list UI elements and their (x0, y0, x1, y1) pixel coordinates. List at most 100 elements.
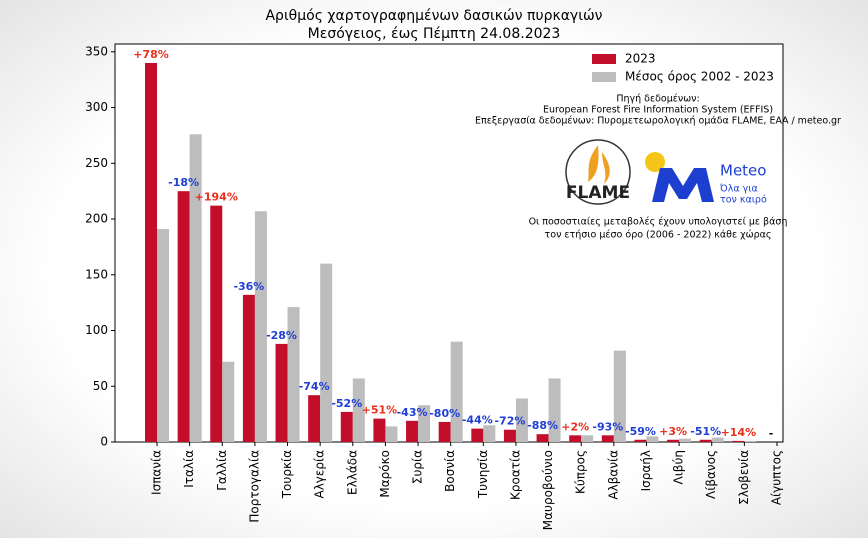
change-label: +78% (133, 48, 169, 61)
change-label: -74% (299, 380, 330, 393)
x-tick-label: Ισπανία (150, 450, 164, 495)
bar (613, 350, 626, 442)
y-tick-label: 0 (100, 435, 108, 449)
bar (210, 205, 223, 442)
logo-m (652, 168, 714, 202)
bar (177, 191, 190, 442)
change-label: +14% (721, 426, 757, 439)
bar (515, 398, 528, 442)
x-tick-label: Μαρόκο (378, 450, 392, 498)
bar (242, 294, 255, 442)
meteo-logo: Meteo Όλα για τον καιρό (645, 152, 767, 206)
bar (340, 411, 353, 442)
x-tick-label: Κροατία (508, 450, 522, 500)
change-label: -52% (331, 397, 362, 410)
change-label: +51% (362, 404, 398, 417)
x-tick-label: Γαλλία (215, 450, 229, 491)
logo-tagline: τον καιρό (720, 195, 767, 206)
bar (438, 421, 451, 442)
bar (275, 343, 288, 442)
bar (536, 434, 549, 442)
bar (254, 211, 267, 442)
change-label: +194% (195, 191, 238, 204)
logo-text: Meteo (720, 162, 766, 180)
bar (471, 428, 484, 442)
change-label: +3% (659, 425, 687, 438)
bar (711, 437, 724, 442)
change-label: -28% (266, 329, 297, 342)
bar (679, 438, 692, 442)
logo-sun (645, 152, 665, 172)
y-tick-label: 300 (85, 100, 108, 114)
source-text: Πηγή δεδομένων: (616, 94, 699, 105)
change-label: -93% (592, 420, 623, 433)
change-label: -59% (625, 425, 656, 438)
y-tick-label: 350 (85, 44, 108, 58)
y-tick-label: 100 (85, 323, 108, 337)
change-label: -72% (494, 415, 525, 428)
y-tick-label: 150 (85, 267, 108, 281)
bar (634, 439, 647, 442)
change-label: -88% (527, 419, 558, 432)
y-tick-label: 200 (85, 212, 108, 226)
note-text: Οι ποσοστιαίες μεταβολές έχουν υπολογιστ… (529, 217, 788, 228)
change-label: -36% (233, 280, 264, 293)
bar (581, 435, 594, 442)
note-text: τον ετήσιο μέσο όρο (2006 - 2022) κάθε χ… (545, 230, 772, 241)
bar (189, 134, 202, 442)
x-tick-label: Σλοβενία (737, 450, 751, 505)
change-label: -44% (462, 414, 493, 427)
source-text: Επεξεργασία δεδομένων: Πυρομετεωρολογική… (475, 116, 841, 127)
bar (732, 440, 745, 442)
chart-title: Αριθμός χαρτογραφημένων δασικών πυρκαγιώ… (265, 8, 602, 24)
x-tick-label: Ελλάδα (345, 450, 359, 495)
bar (287, 307, 300, 442)
x-tick-label: Κύπρος (574, 450, 588, 494)
bar (385, 426, 398, 442)
bar (157, 229, 169, 442)
bar (406, 420, 419, 442)
bar (222, 361, 235, 442)
change-label: -43% (397, 406, 428, 419)
bar (483, 425, 496, 442)
y-tick-label: 250 (85, 156, 108, 170)
chart-subtitle: Μεσόγειος, έως Πέμπτη 24.08.2023 (308, 26, 561, 42)
x-tick-label: Αλγερία (313, 450, 327, 499)
bar (145, 62, 157, 442)
x-tick-label: Πορτογαλία (247, 450, 261, 523)
change-label: -51% (690, 425, 721, 438)
x-tick-label: Λίβανος (704, 450, 718, 499)
legend-label: 2023 (625, 52, 656, 66)
x-tick-label: Αίγυπτος (770, 450, 784, 505)
bar (308, 395, 321, 442)
x-tick-label: Συρία (411, 450, 425, 484)
bar (418, 405, 431, 442)
y-tick-label: 50 (93, 379, 108, 393)
change-label: -80% (429, 407, 460, 420)
x-tick-label: Τουρκία (280, 450, 294, 499)
legend-label: Μέσος όρος 2002 - 2023 (625, 70, 774, 84)
bar (699, 439, 712, 442)
legend-swatch (592, 72, 616, 82)
legend-swatch (592, 54, 616, 64)
change-label: -18% (168, 176, 199, 189)
logo-tagline: Όλα για (719, 184, 758, 195)
bar (601, 435, 614, 442)
logo-text: FLAME (566, 183, 630, 203)
bar (646, 436, 659, 442)
x-tick-label: Βοσνία (443, 450, 457, 492)
x-tick-label: Ιταλία (182, 450, 196, 488)
bar (548, 378, 561, 442)
bar (569, 435, 582, 442)
logo-flame (588, 145, 610, 184)
change-label: - (769, 427, 774, 440)
flame-logo: FLAME (565, 139, 631, 205)
bar (352, 378, 365, 442)
source-text: European Forest Fire Information System … (543, 105, 773, 116)
bar (373, 418, 386, 442)
x-tick-label: Ισραήλ (639, 450, 653, 491)
bar (667, 439, 680, 442)
bar (450, 341, 463, 442)
